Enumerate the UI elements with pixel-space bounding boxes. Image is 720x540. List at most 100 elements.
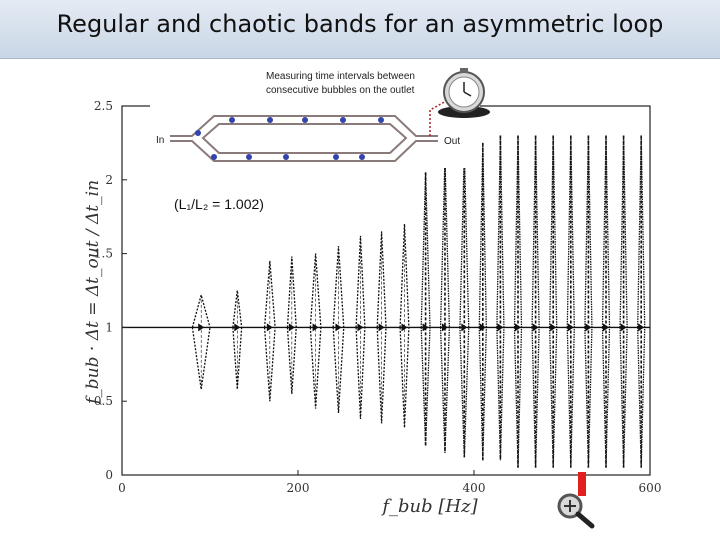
band-upper-branch	[566, 135, 575, 328]
band-upper-branch	[496, 135, 505, 328]
band-center-marker	[422, 323, 429, 332]
axis-ticks: 0 200 400 600 0 0.5 1 1.5 2 2.5	[94, 99, 662, 495]
band-center-marker	[357, 323, 364, 332]
band-center-marker	[532, 323, 539, 332]
data-band	[619, 135, 628, 468]
y-tick-label: 0	[105, 468, 113, 482]
band-upper-branch	[513, 135, 523, 328]
band-upper-branch	[459, 150, 470, 328]
band-lower-branch	[355, 327, 366, 419]
data-band	[478, 142, 487, 461]
bubble	[302, 117, 308, 123]
band-center-marker	[266, 323, 273, 332]
loop-channel-inner	[201, 123, 408, 154]
slide-title: Regular and chaotic bands for an asymmet…	[56, 10, 664, 38]
ratio-label: (L₁/L₂ = 1.002)	[174, 196, 264, 212]
data-band	[191, 292, 211, 390]
data-band	[584, 135, 593, 468]
band-center-marker	[515, 323, 521, 332]
bubble	[267, 117, 273, 123]
data-band	[232, 290, 243, 390]
title-bar: Regular and chaotic bands for an asymmet…	[0, 0, 720, 59]
band-upper-branch	[531, 135, 540, 328]
y-tick-label: 2	[105, 173, 113, 187]
data-band	[355, 235, 366, 419]
band-center-marker	[198, 323, 205, 332]
band-upper-branch	[584, 135, 593, 328]
x-axis-label: f_bub [Hz]	[380, 496, 478, 517]
band-upper-branch	[232, 290, 243, 328]
x-tick-label: 400	[463, 481, 486, 495]
band-center-marker	[567, 323, 574, 332]
loop-channel-outer	[170, 115, 438, 162]
band-upper-branch	[601, 135, 611, 328]
highlight-marker	[578, 472, 586, 496]
band-upper-branch	[191, 292, 211, 328]
plot-area: 0 200 400 600 0 0.5 1 1.5 2 2.5	[94, 99, 662, 495]
data-band	[399, 224, 410, 428]
y-axis-label: f_bub · Δt = Δt_out / Δt_in	[83, 180, 103, 406]
y-tick-label: 1.5	[94, 247, 113, 261]
y-tick-label: 0.5	[94, 394, 113, 408]
band-upper-branch	[439, 157, 451, 328]
data-band	[549, 135, 558, 468]
data-band	[439, 157, 451, 453]
data-band	[637, 135, 646, 468]
stopwatch-icon	[438, 68, 490, 118]
bubble	[195, 130, 201, 136]
band-center-marker	[441, 323, 448, 332]
bubbles	[195, 117, 384, 160]
band-upper-branch	[549, 135, 558, 328]
band-upper-branch	[478, 142, 487, 328]
bubble	[378, 117, 384, 123]
y-tick-label: 1	[105, 320, 113, 334]
bubble	[340, 117, 346, 123]
band-center-marker	[638, 323, 645, 332]
data-band	[459, 150, 470, 458]
band-lower-branch	[309, 327, 322, 409]
data-band	[286, 256, 297, 394]
bubble	[359, 154, 365, 160]
data-band	[601, 135, 611, 468]
band-center-marker	[288, 323, 295, 332]
band-lower-branch	[459, 327, 470, 458]
band-center-marker	[234, 323, 241, 332]
band-center-marker	[603, 323, 609, 332]
bubble	[333, 154, 339, 160]
band-center-marker	[479, 323, 486, 332]
data-band	[566, 135, 575, 468]
band-center-marker	[497, 323, 504, 332]
band-center-marker	[550, 323, 557, 332]
inlet-label: In	[156, 135, 164, 146]
inset-caption-line1: Measuring time intervals between	[266, 71, 415, 82]
data-band	[263, 260, 276, 402]
bubble	[211, 154, 217, 160]
band-center-marker	[401, 323, 408, 332]
band-lower-branch	[399, 327, 410, 428]
outlet-label: Out	[444, 136, 460, 147]
data-band	[332, 246, 345, 414]
x-tick-label: 200	[287, 481, 310, 495]
inset-caption-line2: consecutive bubbles on the outlet	[266, 85, 415, 96]
chart-marks	[122, 135, 650, 468]
data-band	[513, 135, 523, 468]
band-center-marker	[461, 323, 468, 332]
band-upper-branch	[637, 135, 646, 328]
band-center-marker	[620, 323, 627, 332]
inset-background	[150, 98, 480, 168]
data-band	[420, 172, 431, 446]
outlet-probe-line	[429, 99, 449, 136]
x-tick-label: 600	[639, 481, 662, 495]
band-center-marker	[312, 323, 319, 332]
band-lower-branch	[332, 327, 345, 414]
y-tick-label: 2.5	[94, 99, 113, 113]
data-band	[376, 231, 387, 424]
data-band	[496, 135, 505, 461]
band-upper-branch	[619, 135, 628, 328]
bubble	[283, 154, 289, 160]
magnifier-zoom-icon[interactable]	[556, 490, 606, 540]
band-lower-branch	[420, 327, 431, 446]
data-band	[531, 135, 540, 468]
bubble	[229, 117, 235, 123]
